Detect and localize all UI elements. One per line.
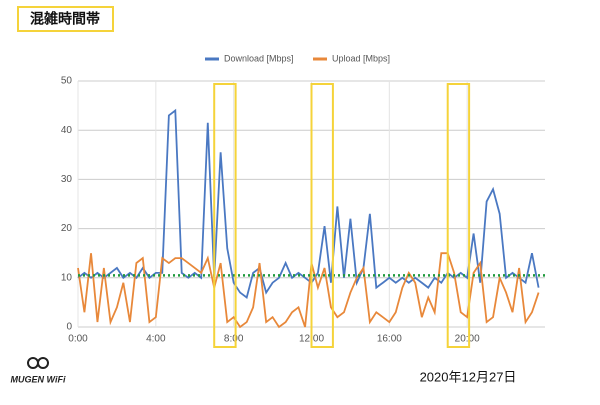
logo bbox=[27, 357, 49, 369]
highlight-box bbox=[213, 83, 237, 348]
y-tick-label: 10 bbox=[61, 272, 73, 283]
data-line bbox=[77, 252, 540, 329]
data-line bbox=[77, 108, 540, 299]
x-tick-label: 8:00 bbox=[224, 334, 244, 345]
highlight-box bbox=[446, 83, 471, 348]
legend-label: Upload [Mbps] bbox=[332, 53, 390, 63]
logo-text: MUGEN WiFi bbox=[11, 374, 66, 384]
highlight-box bbox=[310, 83, 334, 348]
x-tick-label: 0:00 bbox=[68, 334, 88, 345]
page-title: 混雑時間帯 bbox=[30, 11, 100, 27]
y-tick-label: 30 bbox=[61, 174, 73, 185]
y-tick-label: 40 bbox=[61, 125, 73, 136]
x-tick-label: 16:00 bbox=[377, 334, 402, 345]
legend-label: Download [Mbps] bbox=[224, 53, 294, 63]
y-tick-label: 50 bbox=[61, 76, 73, 87]
date: 2020年12月27日 bbox=[420, 369, 517, 384]
y-tick-label: 0 bbox=[66, 322, 72, 333]
title-box bbox=[17, 6, 114, 32]
y-tick-label: 20 bbox=[61, 223, 73, 234]
x-tick-label: 4:00 bbox=[146, 334, 166, 345]
x-tick-label: 20:00 bbox=[455, 334, 480, 345]
